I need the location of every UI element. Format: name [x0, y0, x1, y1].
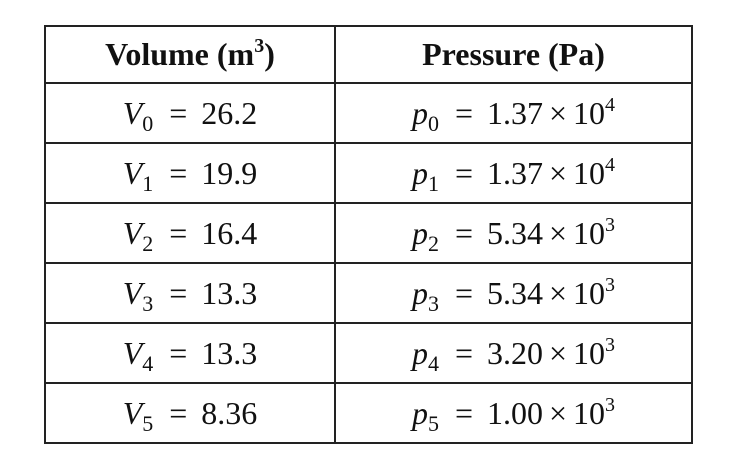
subscript: 2 — [427, 230, 439, 256]
relation: = — [169, 214, 188, 251]
exponent: 3 — [605, 333, 616, 356]
relation: = — [454, 154, 473, 191]
symbol: p — [411, 394, 428, 431]
exponent: 4 — [605, 93, 616, 116]
subscript: 5 — [427, 410, 439, 436]
value: 13.3 — [201, 334, 258, 371]
subscript: 1 — [427, 170, 439, 196]
table-cell: p2 = 5.34 × 103 — [334, 202, 693, 264]
symbol: V — [122, 274, 143, 311]
relation: = — [454, 94, 473, 131]
header-text: Volume (m — [105, 36, 255, 72]
table-row: V4 = 13.3 p4 = 3.20 × 103 — [44, 322, 693, 384]
mantissa: 5.34 — [487, 274, 543, 311]
times: × — [549, 274, 568, 311]
table-row: V0 = 26.2 p0 = 1.37 × 104 — [44, 82, 693, 144]
mantissa: 3.20 — [487, 334, 543, 371]
relation: = — [169, 154, 188, 191]
symbol: p — [411, 334, 428, 371]
table-row: V3 = 13.3 p3 = 5.34 × 103 — [44, 262, 693, 324]
relation: = — [169, 334, 188, 371]
value: 19.9 — [201, 154, 258, 191]
mantissa: 1.00 — [487, 394, 543, 431]
table-cell: V4 = 13.3 — [44, 322, 336, 384]
symbol: p — [411, 94, 428, 131]
header-row: Volume (m3) Pressure (Pa) — [44, 25, 693, 84]
table-cell: p1 = 1.37 × 104 — [334, 142, 693, 204]
table-head: Volume (m3) Pressure (Pa) — [44, 25, 693, 84]
table-cell: p3 = 5.34 × 103 — [334, 262, 693, 324]
exponent: 3 — [605, 273, 616, 296]
base: 10 — [573, 214, 606, 251]
symbol: V — [122, 394, 143, 431]
exponent: 3 — [605, 213, 616, 236]
symbol: V — [122, 334, 143, 371]
base: 10 — [573, 394, 606, 431]
value: 26.2 — [201, 94, 258, 131]
table-cell: V5 = 8.36 — [44, 382, 336, 444]
relation: = — [454, 214, 473, 251]
header-cell: Volume (m3) — [44, 25, 336, 84]
table-row: V5 = 8.36 p5 = 1.00 × 103 — [44, 382, 693, 444]
symbol: p — [411, 214, 428, 251]
relation: = — [454, 334, 473, 371]
table-body: V0 = 26.2 p0 = 1.37 × 104 V1 = 19.9 p1 = 1.37 × 104 V2 = 1… — [44, 82, 693, 444]
exponent: 4 — [605, 153, 616, 176]
subscript: 0 — [427, 110, 439, 136]
table-cell: V2 = 16.4 — [44, 202, 336, 264]
table-cell: p5 = 1.00 × 103 — [334, 382, 693, 444]
symbol: p — [411, 154, 428, 191]
value: 13.3 — [201, 274, 258, 311]
symbol: V — [122, 154, 143, 191]
exponent: 3 — [605, 393, 616, 416]
relation: = — [454, 394, 473, 431]
relation: = — [454, 274, 473, 311]
subscript: 1 — [142, 170, 154, 196]
times: × — [549, 394, 568, 431]
times: × — [549, 334, 568, 371]
header-cell: Pressure (Pa) — [334, 25, 693, 84]
base: 10 — [573, 334, 606, 371]
header-text: Pressure (Pa) — [422, 36, 605, 72]
header-text: ) — [264, 36, 275, 72]
subscript: 2 — [142, 230, 154, 256]
relation: = — [169, 94, 188, 131]
relation: = — [169, 394, 188, 431]
base: 10 — [573, 274, 606, 311]
subscript: 4 — [427, 350, 439, 376]
times: × — [549, 214, 568, 251]
value: 8.36 — [201, 394, 258, 431]
value: 16.4 — [201, 214, 258, 251]
times: × — [549, 154, 568, 191]
relation: = — [169, 274, 188, 311]
symbol: p — [411, 274, 428, 311]
header-superscript: 3 — [254, 35, 265, 57]
mantissa: 1.37 — [487, 154, 543, 191]
times: × — [549, 94, 568, 131]
base: 10 — [573, 94, 606, 131]
table-cell: V0 = 26.2 — [44, 82, 336, 144]
mantissa: 5.34 — [487, 214, 543, 251]
symbol: V — [122, 94, 143, 131]
subscript: 4 — [142, 350, 154, 376]
symbol: V — [122, 214, 143, 251]
base: 10 — [573, 154, 606, 191]
table-cell: V1 = 19.9 — [44, 142, 336, 204]
subscript: 3 — [427, 290, 439, 316]
table-row: V1 = 19.9 p1 = 1.37 × 104 — [44, 142, 693, 204]
subscript: 3 — [142, 290, 154, 316]
table-cell: p4 = 3.20 × 103 — [334, 322, 693, 384]
subscript: 5 — [142, 410, 154, 436]
subscript: 0 — [142, 110, 154, 136]
mantissa: 1.37 — [487, 94, 543, 131]
table-row: V2 = 16.4 p2 = 5.34 × 103 — [44, 202, 693, 264]
data-table: Volume (m3) Pressure (Pa) V0 = 26.2 p0 = 1.37 ×… — [44, 25, 693, 444]
table-cell: V3 = 13.3 — [44, 262, 336, 324]
table-cell: p0 = 1.37 × 104 — [334, 82, 693, 144]
